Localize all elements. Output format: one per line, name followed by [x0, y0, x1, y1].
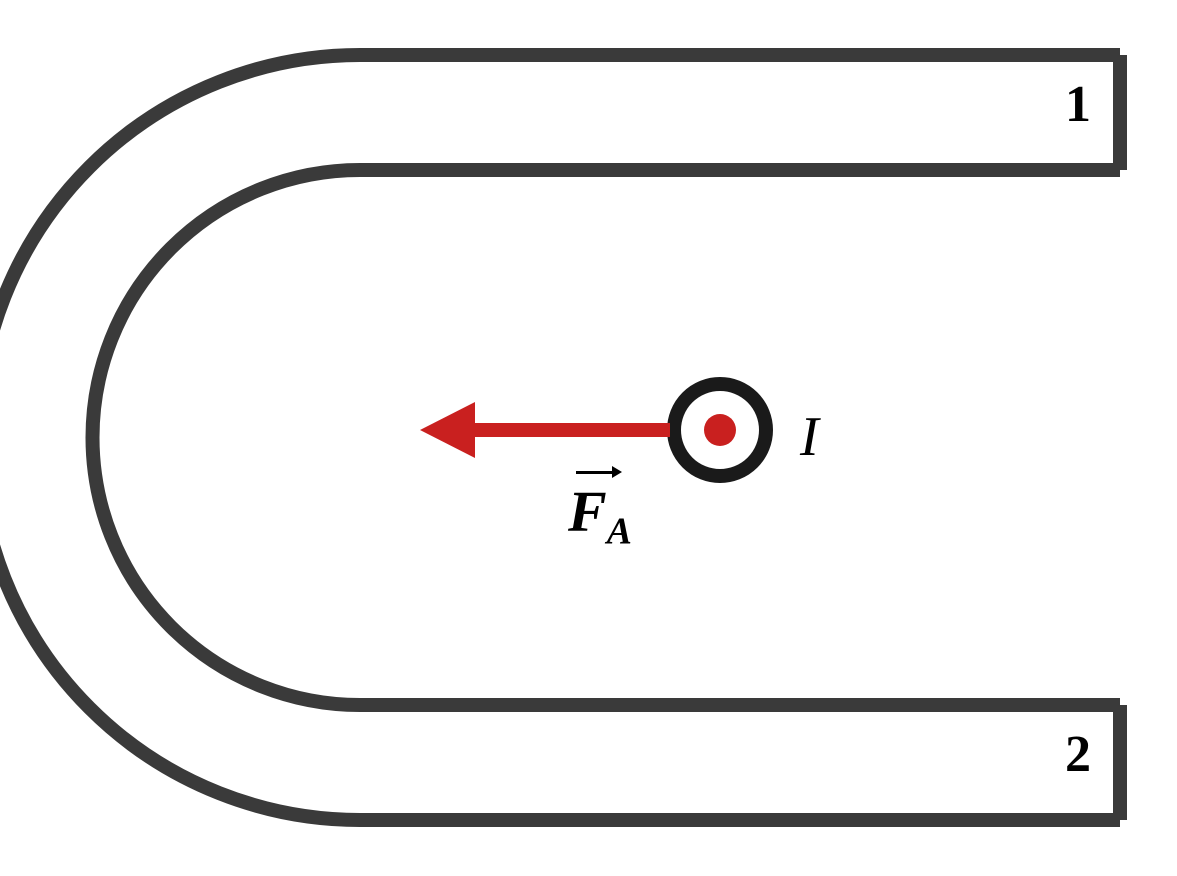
- force-label-sub: A: [607, 511, 632, 553]
- current-label: I: [800, 405, 819, 469]
- vector-arrow-decoration: [576, 471, 614, 474]
- force-label: FA: [568, 478, 632, 554]
- magnet-inner-path: [93, 170, 1121, 705]
- force-vector: [420, 402, 670, 458]
- pole-label-2: 2: [1065, 725, 1091, 784]
- force-arrowhead: [420, 402, 475, 458]
- diagram-canvas: [0, 0, 1177, 876]
- current-wire-symbol: [674, 384, 766, 476]
- pole-label-1: 1: [1065, 75, 1091, 134]
- horseshoe-magnet: [0, 55, 1120, 820]
- wire-dot: [704, 414, 736, 446]
- force-label-main: F: [568, 479, 607, 544]
